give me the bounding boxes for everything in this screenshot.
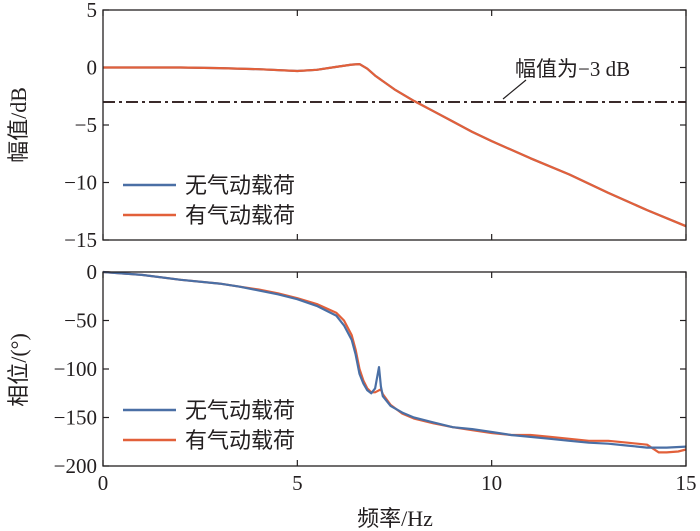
y-tick-label: −10	[64, 171, 97, 195]
legend-label: 无气动载荷	[185, 173, 295, 198]
y-tick-label: −15	[64, 228, 97, 252]
series-line-no-aero-load	[102, 270, 687, 449]
magnitude-y-axis-label: 幅值/dB	[6, 87, 31, 163]
y-tick-label: −5	[75, 113, 97, 137]
y-tick-label: 0	[87, 260, 98, 284]
plot-frame	[102, 271, 687, 467]
y-tick-label: 0	[87, 56, 98, 80]
plot-frame	[102, 9, 687, 241]
legend-label: 有气动载荷	[185, 428, 295, 453]
legend-label: 无气动载荷	[185, 398, 295, 423]
x-tick-label: 5	[292, 471, 303, 495]
series-line-with-aero-load	[102, 270, 687, 454]
y-tick-label: −150	[54, 406, 97, 430]
phase-y-axis-label: 相位/(°)	[6, 333, 31, 407]
y-tick-label: −200	[54, 454, 97, 478]
series-line-with-aero-load	[103, 62, 687, 228]
legend-label: 有气动载荷	[185, 203, 295, 228]
minus-3db-annotation: 幅值为−3 dB	[515, 57, 630, 81]
y-tick-label: −50	[64, 309, 97, 333]
x-tick-label: 10	[481, 471, 502, 495]
x-tick-label: 15	[676, 471, 697, 495]
annotation-leader-line	[502, 79, 527, 100]
y-tick-label: −100	[54, 357, 97, 381]
x-axis-label: 频率/Hz	[357, 506, 433, 531]
x-tick-label: 0	[98, 471, 109, 495]
y-tick-label: 5	[87, 0, 98, 22]
